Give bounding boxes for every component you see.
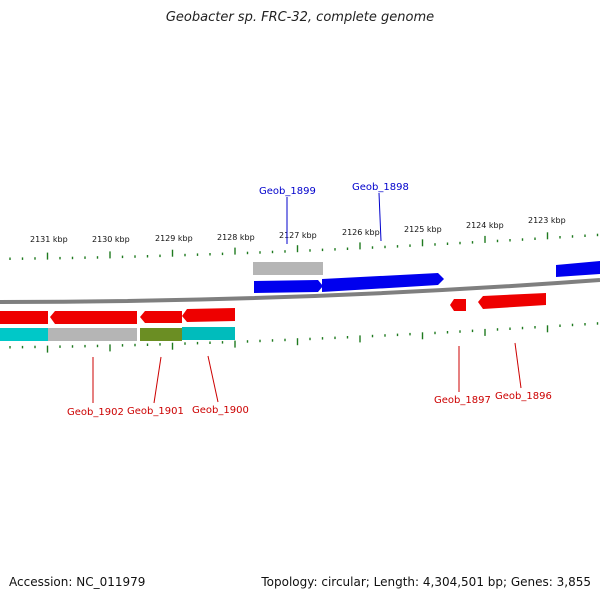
leader-line-geob-1901: [153, 356, 162, 404]
tick-label-2131: 2131 kbp: [30, 235, 68, 244]
genome-backbone: [0, 278, 600, 304]
leader-line-geob-1898: [378, 192, 382, 242]
leader-line-geob-1896: [514, 342, 522, 389]
gene-label-geob-1898[interactable]: Geob_1898: [352, 182, 409, 193]
gene-label-geob-1901[interactable]: Geob_1901: [127, 406, 184, 417]
accession-text: Accession: NC_011979: [9, 575, 146, 589]
tick-label-2130: 2130 kbp: [92, 235, 130, 244]
feature-block-cyan-left: [0, 328, 48, 341]
tick-label-2124: 2124 kbp: [466, 221, 504, 230]
tick-label-2128: 2128 kbp: [217, 233, 255, 242]
gene-arrow-geob-1897[interactable]: [450, 299, 466, 311]
gene-arrow-geob-1899[interactable]: [254, 280, 323, 293]
gene-arrow-geob-1902[interactable]: [50, 311, 137, 324]
feature-block-grey-upper: [253, 262, 323, 275]
gene-arrow-partial-right[interactable]: [556, 261, 600, 277]
gene-label-geob-1900[interactable]: Geob_1900: [192, 405, 249, 416]
tick-label-2127: 2127 kbp: [279, 231, 317, 240]
tick-label-2125: 2125 kbp: [404, 225, 442, 234]
feature-block-olive: [140, 328, 182, 341]
gene-arrow-geob-1900[interactable]: [182, 308, 235, 322]
map-title: Geobacter sp. FRC-32, complete genome: [165, 10, 435, 25]
tick-label-2123: 2123 kbp: [528, 216, 566, 225]
gene-label-geob-1899[interactable]: Geob_1899: [259, 186, 316, 197]
tick-label-2126: 2126 kbp: [342, 228, 380, 237]
lower-ruler: [9, 322, 599, 353]
tick-label-2129: 2129 kbp: [155, 234, 193, 243]
feature-block-grey-lower: [48, 328, 137, 341]
genome-summary-text: Topology: circular; Length: 4,304,501 bp…: [261, 575, 591, 589]
leader-line-geob-1900: [207, 355, 219, 403]
gene-arrow-geob-1896[interactable]: [478, 293, 546, 309]
gene-label-geob-1897[interactable]: Geob_1897: [434, 395, 491, 406]
gene-arrow-geob-1898[interactable]: [322, 273, 444, 292]
gene-arrow-geob-1901[interactable]: [140, 311, 182, 323]
feature-block-cyan-right: [182, 327, 235, 340]
gene-label-geob-1902[interactable]: Geob_1902: [67, 407, 124, 418]
gene-label-geob-1896[interactable]: Geob_1896: [495, 391, 552, 402]
gene-arrow-partial-left[interactable]: [0, 311, 48, 324]
upper-ruler: [9, 232, 599, 260]
